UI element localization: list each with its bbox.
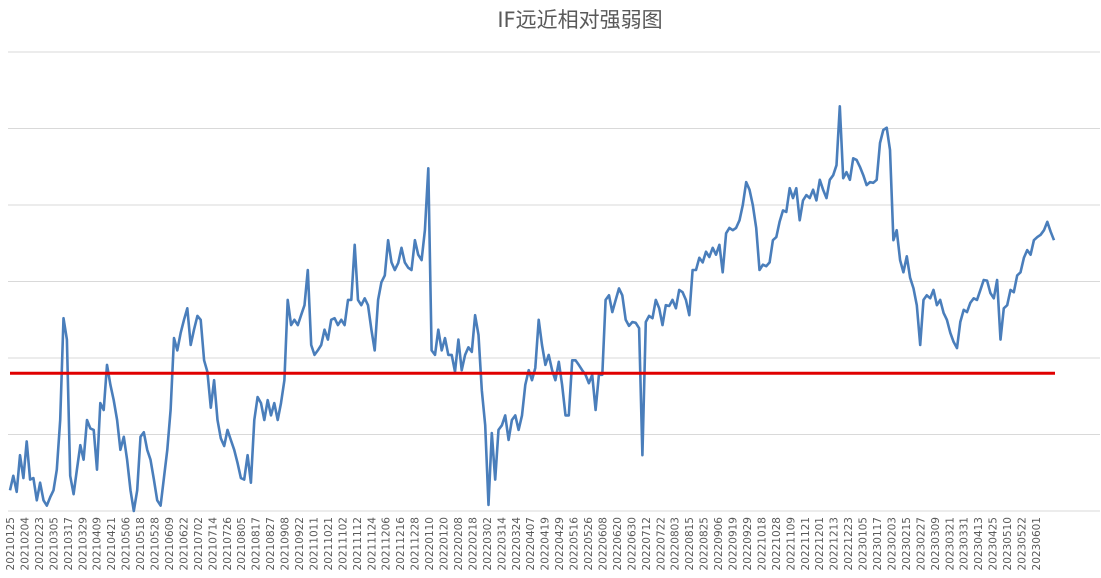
x-tick-label: 20220429 [554,517,566,570]
x-tick-label: 20220516 [569,517,581,571]
x-tick-label: 20210922 [294,517,306,570]
x-tick-label: 20210817 [251,517,263,570]
x-tick-label: 20220208 [453,517,465,570]
x-tick-label: 20230309 [930,517,942,570]
x-tick-label: 20220630 [626,517,638,570]
x-tick-label: 20210908 [280,517,292,570]
x-tick-label: 20211011 [308,517,320,570]
x-tick-label: 20211228 [410,517,422,570]
x-tick-label: 20221201 [814,517,826,570]
x-tick-label: 20220919 [728,517,740,570]
x-tick-label: 20211021 [323,517,335,570]
x-tick-label: 20220302 [482,517,494,570]
x-tick-label: 20211206 [381,517,393,571]
x-tick-label: 20220712 [641,517,653,570]
x-tick-label: 20210305 [48,517,60,570]
x-tick-label: 20220120 [439,517,451,570]
x-tick-label: 20221223 [843,517,855,570]
x-tick-label: 20210609 [164,517,176,570]
x-tick-label: 20211216 [395,517,407,571]
x-tick-label: 20230413 [973,517,985,570]
x-tick-label: 20220608 [597,517,609,570]
x-tick-label: 20210125 [5,517,17,570]
x-tick-label: 20210805 [236,517,248,570]
series-line [8,105,1056,513]
x-tick-label: 20230425 [988,517,1000,570]
x-tick-label: 20230227 [915,517,927,570]
x-tick-label: 20221121 [800,517,812,570]
x-tick-label: 20210329 [77,517,89,570]
x-tick-label: 20220620 [612,517,624,570]
x-tick-label: 20210317 [63,517,75,570]
x-tick-label: 20220110 [424,517,436,570]
x-tick-label: 20210223 [34,517,46,570]
x-tick-label: 20220218 [467,517,479,570]
x-tick-label: 20221109 [785,517,797,570]
x-tick-label: 20210827 [265,517,277,570]
x-tick-label: 20230510 [1002,517,1014,570]
x-tick-label: 20220407 [525,517,537,570]
x-tick-label: 20211102 [337,517,349,570]
x-tick-label: 20220803 [670,517,682,570]
x-tick-label: 20230215 [901,517,913,570]
x-tick-label: 20211124 [366,517,378,571]
x-tick-label: 20220825 [699,517,711,570]
x-tick-label: 20230522 [1017,517,1029,570]
x-tick-label: 20210421 [106,517,118,570]
x-tick-label: 20210726 [222,517,234,571]
x-tick-label: 20230203 [886,517,898,570]
x-tick-label: 20221213 [829,517,841,570]
x-tick-label: 20220314 [496,517,508,571]
x-tick-label: 20210506 [121,517,133,571]
x-tick-label: 20230321 [944,517,956,570]
x-tick-label: 20220815 [684,517,696,570]
x-tick-label: 20210409 [92,517,104,570]
x-tick-label: 20220324 [511,517,523,571]
x-tick-label: 20220929 [742,517,754,570]
x-tick-label: 20210702 [193,517,205,570]
x-tick-label: 20210714 [207,517,219,571]
x-tick-label: 20210528 [150,517,162,570]
x-tick-label: 20220526 [583,517,595,571]
x-tick-label: 20220722 [655,517,667,570]
x-tick-label: 20220419 [540,517,552,570]
x-tick-label: 20210204 [19,517,31,571]
x-tick-label: 20220906 [713,517,725,571]
x-tick-label: 20221028 [771,517,783,570]
x-tick-label: 20210622 [178,517,190,570]
x-tick-label: 20230331 [959,517,971,570]
x-tick-label: 20230601 [1031,517,1043,570]
x-tick-label: 20210518 [135,517,147,570]
x-tick-label: 20230117 [872,517,884,570]
x-tick-label: 20221018 [756,517,768,570]
x-tick-label: 20211112 [352,517,364,570]
chart-title: IF远近相对强弱图 [497,8,663,32]
x-tick-label: 20230105 [858,517,870,570]
